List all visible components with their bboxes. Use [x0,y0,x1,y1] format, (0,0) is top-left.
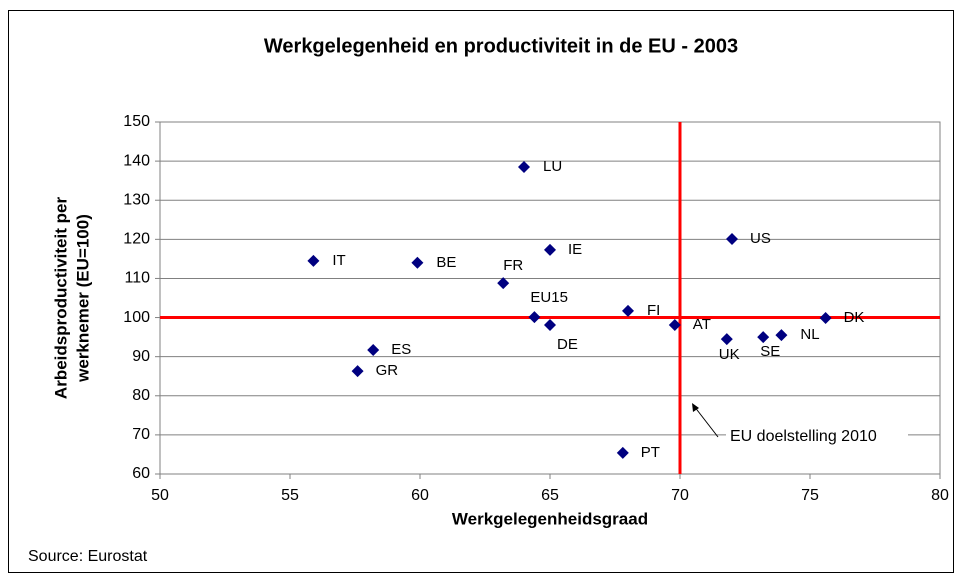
point-label: LU [543,158,562,175]
point [720,333,733,346]
point-label: IE [568,241,582,258]
y-tick-label: 60 [132,465,150,482]
y-tick-label: 100 [123,309,150,326]
x-tick-label: 75 [801,487,819,504]
y-axis-title-line: Arbeidsproductiviteit per [51,197,70,400]
point-label: SE [760,343,780,360]
y-tick-label: 90 [132,348,150,365]
point-label: DE [557,336,578,353]
point [726,232,738,245]
point-label: UK [719,346,740,363]
source-note: Source: Eurostat [28,548,148,565]
point-label: AT [693,316,711,333]
y-tick-label: 70 [132,426,150,443]
point [544,318,556,331]
point [775,329,788,342]
point [518,160,530,173]
annotation-bg [726,424,908,448]
point-label: PT [641,444,660,461]
point [411,256,424,269]
point-label: ES [391,341,411,358]
point [757,331,770,344]
point [528,311,541,324]
point-label: FR [503,257,523,274]
y-tick-label: 120 [123,231,150,248]
point [497,277,510,290]
point-label: GR [376,362,399,379]
chart-title: Werkgelegenheid en productiviteit in de … [264,35,738,57]
x-tick-label: 80 [931,487,949,504]
point-label: IT [332,252,345,269]
point [351,365,364,378]
annotation-arrowhead [692,403,699,412]
x-tick-label: 65 [541,487,559,504]
y-tick-label: 130 [123,191,150,208]
x-tick-label: 50 [151,487,169,504]
plot-area [159,121,941,475]
point-label: FI [647,302,660,319]
y-tick-label: 110 [124,270,150,287]
y-tick-label: 80 [132,387,150,404]
y-axis-title: Arbeidsproductiviteit per werknemer (EU=… [51,197,92,400]
point [544,243,556,256]
point [616,446,629,459]
point [668,318,681,331]
point [819,311,832,324]
x-axis-title: Werkgelegenheidsgraad [452,509,648,528]
x-tick-label: 60 [411,487,429,504]
y-axis-title-line: werknemer (EU=100) [73,214,92,383]
x-tick-label: 70 [671,487,689,504]
point-label: BE [436,254,456,271]
point-label: DK [844,309,865,326]
point [367,344,380,357]
x-tick-label: 55 [281,487,299,504]
y-tick-label: 150 [123,113,150,130]
y-tick-label: 140 [123,152,150,169]
annotation-arrow [693,405,719,438]
point-label: NL [800,326,819,343]
point-label: EU15 [530,289,568,306]
point [307,254,320,267]
point [622,304,634,317]
annotation: EU doelstelling 2010 [730,428,877,445]
point-label: US [750,230,771,247]
